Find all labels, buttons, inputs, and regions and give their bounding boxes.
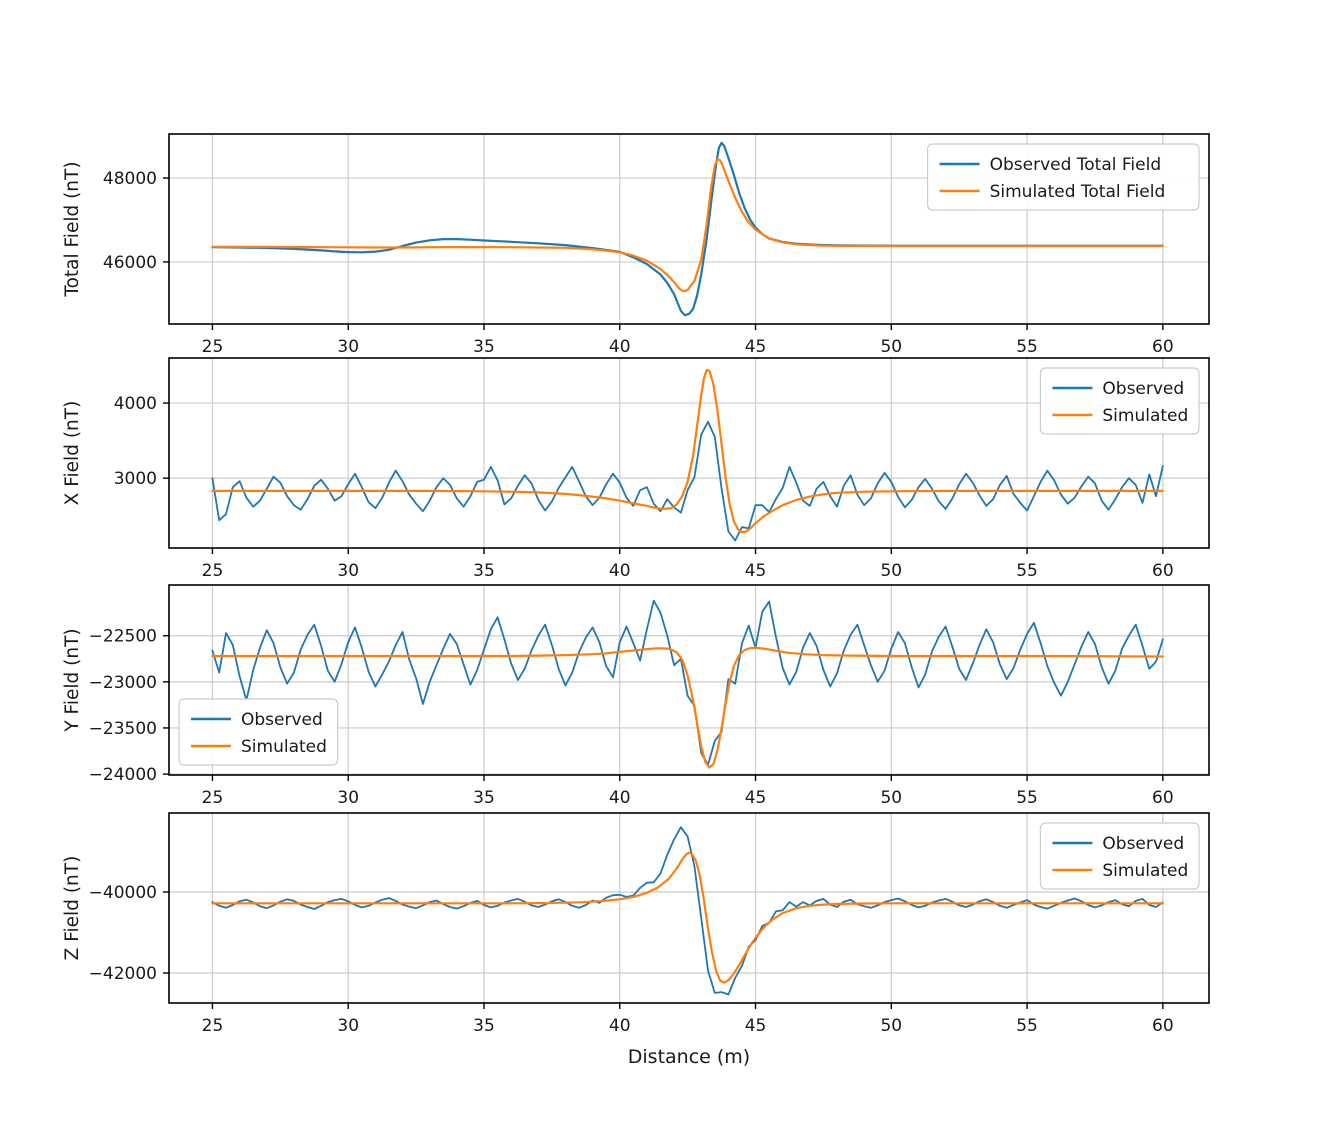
- legend-x-field: Observed Simulated: [1039, 367, 1200, 435]
- x-tick-label: 55: [1016, 1016, 1038, 1036]
- legend-box: [926, 143, 1200, 211]
- legend-box: [178, 698, 339, 766]
- axes-spines: [168, 357, 1210, 549]
- legend-z-field: Observed Simulated: [1039, 822, 1200, 890]
- x-tick-label: 30: [337, 788, 359, 808]
- axes-spines: [168, 133, 1210, 325]
- subplot-x-field: 25 30 35 40 45 50 55 60 3000 4000 X Field (nT) Obse…: [62, 357, 1210, 581]
- y-axis-label: Y Field (nT): [62, 628, 83, 732]
- x-field-observed-line: [211, 420, 1164, 542]
- x-tick-label: 60: [1152, 337, 1174, 357]
- y-tick-label: 48000: [103, 169, 157, 189]
- x-axis-title: Distance (m): [628, 1046, 750, 1068]
- x-tick-label: 55: [1016, 788, 1038, 808]
- legend-label: Observed: [1102, 379, 1184, 399]
- y-tick-label: −23500: [89, 719, 157, 739]
- x-tick-label: 25: [202, 561, 224, 581]
- x-tick-label: 25: [202, 337, 224, 357]
- legend-label: Observed: [1102, 834, 1184, 854]
- subplot-total-field: 25 30 35 40 45 50 55 60 46000 48000 Total Field (n…: [62, 133, 1210, 357]
- axes-spines: [168, 812, 1210, 1004]
- legend-label: Observed Total Field: [990, 155, 1162, 175]
- x-tick-label: 40: [609, 337, 631, 357]
- x-tick-label: 50: [880, 561, 902, 581]
- legend-label: Simulated Total Field: [990, 182, 1166, 202]
- subplot-y-field: 25 30 35 40 45 50 55 60 −24000 −23500 −23000 −22500…: [62, 584, 1210, 808]
- y-axis-label: X Field (nT): [62, 401, 83, 506]
- x-tick-label: 35: [473, 337, 495, 357]
- x-tick-label: 30: [337, 337, 359, 357]
- x-tick-label: 25: [202, 1016, 224, 1036]
- x-tick-label: 25: [202, 788, 224, 808]
- subplot-z-field: 25 30 35 40 45 50 55 60 −42000 −40000 Z Field (nT)…: [62, 812, 1210, 1068]
- x-tick-label: 50: [880, 788, 902, 808]
- z-field-observed-line: [211, 826, 1164, 996]
- axes-spines: [168, 584, 1210, 776]
- x-tick-label: 55: [1016, 337, 1038, 357]
- legend-label: Simulated: [241, 737, 327, 757]
- y-tick-label: 46000: [103, 253, 157, 273]
- x-field-simulated-line: [211, 368, 1164, 534]
- y-tick-label: −42000: [89, 964, 157, 984]
- legend-label: Simulated: [1102, 406, 1188, 426]
- y-tick-label: −23000: [89, 673, 157, 693]
- legend-label: Simulated: [1102, 861, 1188, 881]
- y-tick-label: 4000: [114, 394, 157, 414]
- legend-y-field: Observed Simulated: [178, 698, 339, 766]
- legend-box: [1039, 822, 1200, 890]
- y-field-observed-line: [211, 599, 1164, 766]
- y-tick-label: −24000: [89, 765, 157, 785]
- y-tick-label: −40000: [89, 883, 157, 903]
- x-tick-label: 50: [880, 1016, 902, 1036]
- legend-label: Observed: [241, 710, 323, 730]
- x-tick-label: 45: [745, 561, 767, 581]
- x-tick-label: 45: [745, 1016, 767, 1036]
- x-tick-label: 60: [1152, 788, 1174, 808]
- x-tick-label: 35: [473, 1016, 495, 1036]
- x-tick-label: 60: [1152, 1016, 1174, 1036]
- y-tick-label: −22500: [89, 627, 157, 647]
- x-tick-label: 55: [1016, 561, 1038, 581]
- total-field-simulated-line: [211, 158, 1164, 293]
- y-tick-label: 3000: [114, 469, 157, 489]
- x-tick-label: 60: [1152, 561, 1174, 581]
- y-field-simulated-line: [211, 646, 1164, 769]
- x-tick-label: 40: [609, 1016, 631, 1036]
- x-tick-label: 40: [609, 561, 631, 581]
- x-tick-label: 30: [337, 1016, 359, 1036]
- x-tick-label: 45: [745, 788, 767, 808]
- legend-total-field: Observed Total Field Simulated Total Fiel…: [926, 143, 1200, 211]
- y-axis-label: Z Field (nT): [62, 856, 83, 961]
- x-tick-label: 40: [609, 788, 631, 808]
- x-tick-label: 35: [473, 788, 495, 808]
- x-tick-label: 50: [880, 337, 902, 357]
- y-axis-label: Total Field (nT): [62, 161, 83, 297]
- legend-box: [1039, 367, 1200, 435]
- x-tick-label: 30: [337, 561, 359, 581]
- x-tick-label: 45: [745, 337, 767, 357]
- plot-background: [169, 358, 1209, 548]
- z-field-simulated-line: [211, 851, 1164, 984]
- x-tick-label: 35: [473, 561, 495, 581]
